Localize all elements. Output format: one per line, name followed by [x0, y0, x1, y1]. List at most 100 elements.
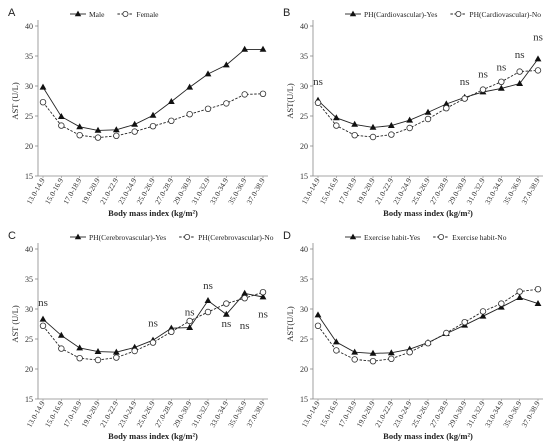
y-tick-label: 40	[300, 245, 308, 254]
legend-label: Exercise habit-No	[452, 233, 507, 242]
x-axis-title: Body mass index (kg/m²)	[383, 208, 473, 218]
y-tick-label: 35	[300, 52, 308, 61]
y-axis-title: AST(U/L)	[285, 83, 295, 119]
data-point-circle	[480, 87, 486, 93]
data-point-triangle	[516, 294, 523, 300]
data-point-circle	[535, 286, 541, 292]
y-tick-label: 30	[300, 82, 308, 91]
legend-marker-circle	[123, 11, 128, 16]
y-tick-label: 15	[25, 395, 33, 404]
legend-label: PH(Cerebrovascular)-Yes	[89, 233, 166, 242]
legend-marker-triangle	[75, 11, 81, 17]
data-point-circle	[315, 100, 321, 106]
series-filled	[315, 294, 542, 356]
legend-label: Female	[136, 10, 159, 19]
data-point-triangle	[260, 46, 267, 52]
annotation-ns: ns	[240, 320, 250, 332]
data-point-circle	[114, 355, 120, 361]
data-point-triangle	[40, 316, 47, 322]
chart-panel-d: D152025303540AST(U/L)13.0-14.915.0-16.91…	[283, 230, 543, 441]
panel-letter: A	[8, 7, 16, 19]
legend: PH(Cardiovascular)-Yes PH(Cardiovascular)…	[345, 10, 541, 19]
data-point-triangle	[315, 311, 322, 317]
data-point-circle	[444, 105, 450, 111]
annotation-ns: ns	[496, 61, 506, 73]
data-point-circle	[40, 323, 46, 329]
data-point-triangle	[168, 98, 175, 104]
data-point-triangle	[58, 113, 65, 119]
legend-label: Exercise habit-Yes	[364, 233, 420, 242]
data-point-circle	[535, 68, 541, 74]
series-line	[318, 70, 538, 137]
y-tick-label: 40	[300, 22, 308, 31]
annotation-ns: ns	[515, 49, 525, 61]
series-line	[43, 49, 263, 130]
legend-marker-circle	[185, 234, 190, 239]
panel-letter: C	[8, 230, 16, 242]
x-axis-title: Body mass index (kg/m²)	[108, 431, 198, 441]
data-point-triangle	[205, 70, 212, 76]
data-point-circle	[260, 91, 266, 97]
annotation-ns: ns	[203, 280, 213, 292]
annotation-ns: ns	[460, 76, 470, 88]
data-point-circle	[187, 318, 193, 324]
data-point-circle	[150, 123, 156, 129]
legend-label: Male	[89, 10, 105, 19]
data-point-circle	[407, 349, 413, 355]
data-point-triangle	[333, 338, 340, 344]
y-tick-label: 40	[25, 245, 33, 254]
data-point-triangle	[351, 349, 358, 355]
data-point-circle	[334, 348, 340, 354]
data-point-circle	[334, 123, 340, 129]
series-filled	[40, 46, 267, 133]
data-point-triangle	[223, 61, 230, 67]
data-point-circle	[77, 355, 83, 361]
data-point-circle	[462, 96, 468, 102]
data-point-circle	[444, 330, 450, 336]
data-point-circle	[205, 309, 211, 315]
legend-marker-triangle	[350, 234, 356, 240]
annotation-ns: ns	[38, 297, 48, 309]
data-point-triangle	[241, 46, 248, 52]
y-tick-label: 20	[25, 142, 33, 151]
data-point-circle	[77, 132, 83, 138]
y-axis-title: AST (U/L)	[10, 82, 20, 120]
data-point-circle	[187, 111, 193, 117]
data-point-circle	[242, 92, 248, 98]
y-tick-label: 20	[300, 365, 308, 374]
data-point-circle	[132, 348, 138, 354]
data-point-circle	[389, 132, 395, 138]
data-point-triangle	[150, 112, 157, 118]
data-point-circle	[224, 301, 230, 307]
data-point-circle	[95, 135, 101, 141]
data-point-circle	[260, 289, 266, 295]
data-point-triangle	[186, 84, 193, 90]
data-point-circle	[59, 123, 65, 129]
legend-marker-circle	[439, 234, 444, 239]
legend: PH(Cerebrovascular)-Yes PH(Cerebrovascula…	[70, 233, 274, 242]
legend-label: PH(Cardiovascular)-No	[469, 10, 541, 19]
data-point-circle	[352, 357, 358, 363]
data-point-circle	[425, 116, 431, 122]
data-point-circle	[462, 319, 468, 325]
data-point-circle	[224, 101, 230, 107]
data-point-circle	[169, 329, 175, 335]
data-point-circle	[59, 346, 65, 352]
data-point-circle	[40, 99, 46, 105]
data-point-circle	[407, 125, 413, 131]
legend-label: PH(Cardiovascular)-Yes	[364, 10, 437, 19]
data-point-circle	[95, 357, 101, 363]
y-tick-label: 25	[25, 112, 33, 121]
data-point-circle	[132, 129, 138, 135]
data-point-circle	[150, 340, 156, 346]
annotation-ns: ns	[313, 76, 323, 88]
annotation-ns: ns	[258, 308, 268, 320]
x-axis-title: Body mass index (kg/m²)	[108, 208, 198, 218]
x-axis-title: Body mass index (kg/m²)	[383, 431, 473, 441]
y-tick-label: 30	[25, 305, 33, 314]
y-tick-label: 25	[25, 335, 33, 344]
annotation-ns: ns	[221, 318, 231, 330]
data-point-circle	[499, 301, 505, 307]
